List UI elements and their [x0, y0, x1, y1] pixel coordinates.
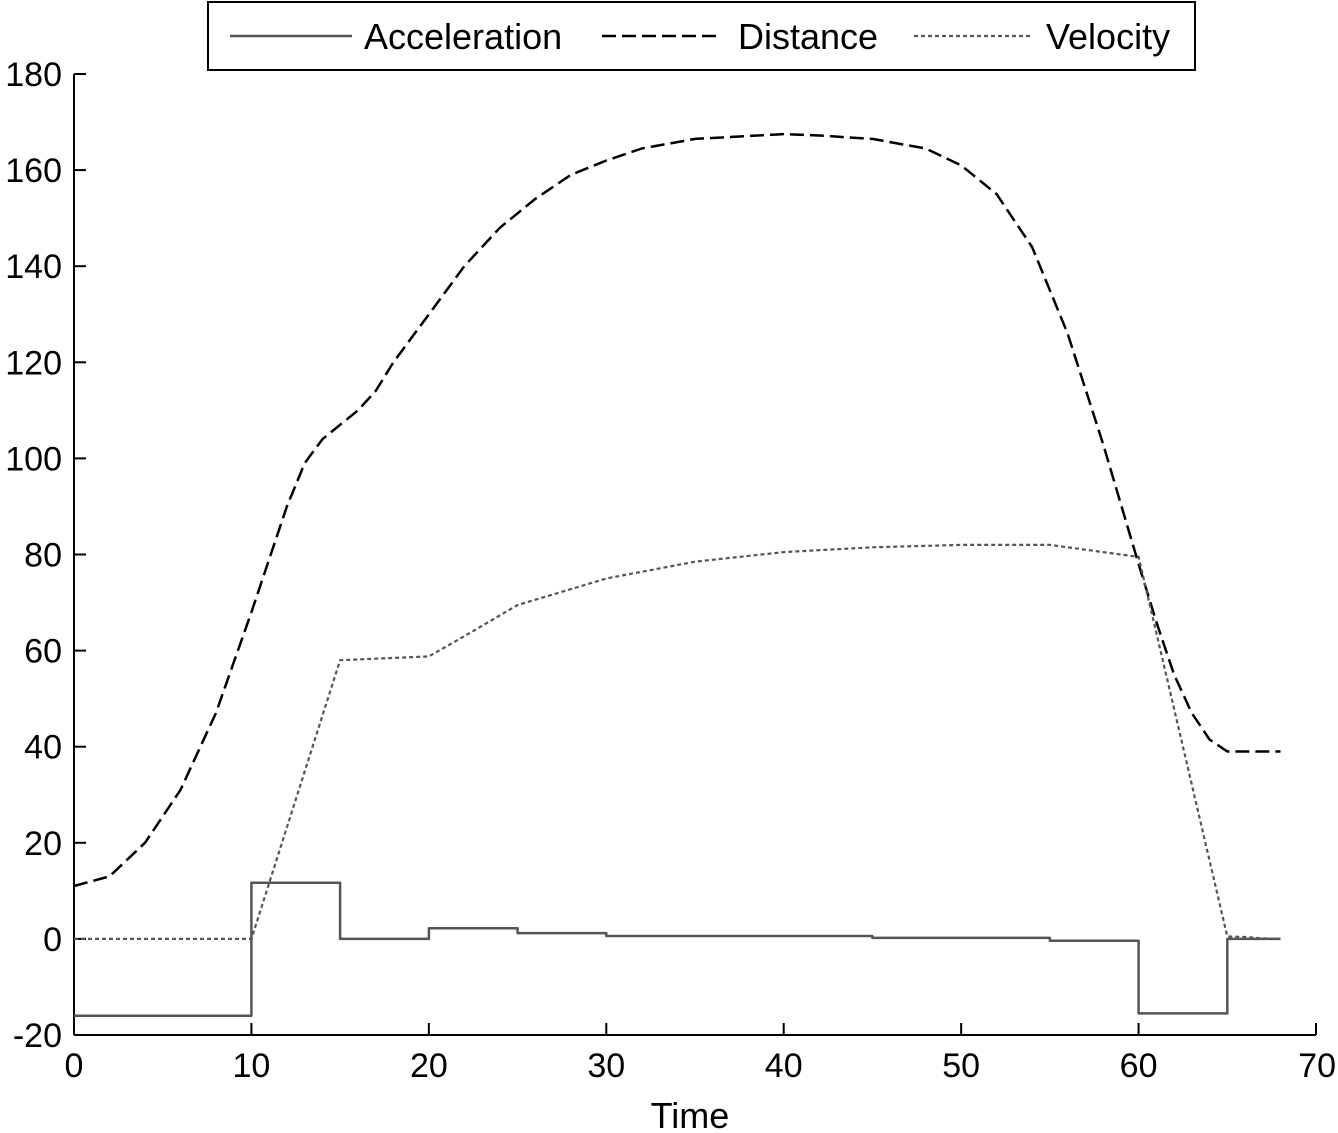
- x-tick-label: 70: [1298, 1047, 1336, 1085]
- x-tick-label: 40: [765, 1047, 803, 1085]
- y-tick-label: -20: [13, 1017, 62, 1055]
- legend-label-acceleration: Acceleration: [364, 16, 562, 57]
- y-tick-label: 160: [5, 152, 62, 190]
- y-tick-label: 180: [5, 56, 62, 94]
- series-line-distance: [73, 132, 1281, 888]
- x-tick-label: 0: [65, 1047, 84, 1085]
- legend-box: [207, 1, 1196, 71]
- x-axis-title: Time: [651, 1095, 730, 1133]
- legend-items: Acceleration Distance Velocity: [230, 16, 1170, 57]
- series-layer: [73, 132, 1281, 1018]
- legend-label-velocity: Velocity: [1046, 16, 1170, 57]
- legend: Acceleration Distance Velocity: [207, 1, 1196, 71]
- legend-label-distance: Distance: [738, 16, 878, 57]
- series-line-velocity: [74, 543, 1281, 941]
- y-tick-label: 120: [5, 344, 62, 382]
- x-tick-label: 30: [587, 1047, 625, 1085]
- y-tick-label: 0: [43, 921, 62, 959]
- y-tick-label: 100: [5, 440, 62, 478]
- x-tick-label: 10: [233, 1047, 271, 1085]
- x-tick-label: 50: [942, 1047, 980, 1085]
- x-tick-label: 60: [1120, 1047, 1158, 1085]
- y-ticks: -20 0 20 40 60 80 100 120 140 160 180: [5, 56, 86, 1055]
- x-tick-label: 20: [410, 1047, 448, 1085]
- y-tick-label: 20: [24, 825, 62, 863]
- y-tick-label: 40: [24, 729, 62, 767]
- x-ticks: 0 10 20 30 40 50 60 70: [65, 1023, 1336, 1085]
- y-tick-label: 60: [24, 633, 62, 671]
- y-tick-label: 80: [24, 537, 62, 575]
- series-line-acceleration: [74, 881, 1281, 1018]
- y-tick-label: 140: [5, 248, 62, 286]
